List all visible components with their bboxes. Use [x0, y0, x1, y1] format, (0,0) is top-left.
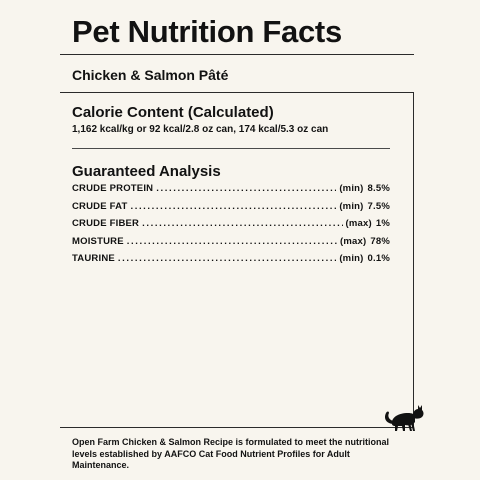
facts-panel-border	[60, 92, 414, 428]
nutrient-qualifier: (min)	[339, 253, 364, 265]
dot-leader	[127, 236, 337, 247]
title-divider	[60, 54, 414, 55]
dot-leader	[156, 183, 336, 194]
analysis-row-crude-fat: CRUDE FAT (min) 7.5%	[72, 201, 390, 219]
guaranteed-analysis-heading: Guaranteed Analysis	[72, 163, 221, 180]
analysis-row-crude-fiber: CRUDE FIBER (max) 1%	[72, 218, 390, 236]
dot-leader	[142, 218, 342, 229]
calorie-content-heading: Calorie Content (Calculated)	[72, 104, 274, 121]
page-title: Pet Nutrition Facts	[72, 14, 342, 49]
dot-leader	[130, 201, 336, 212]
analysis-row-taurine: TAURINE (min) 0.1%	[72, 253, 390, 271]
nutrient-qualifier: (max)	[345, 218, 372, 230]
nutrient-qualifier: (min)	[339, 200, 364, 212]
dot-leader	[118, 253, 336, 264]
nutrient-name: CRUDE FIBER	[72, 218, 140, 230]
calorie-content-text: 1,162 kcal/kg or 92 kcal/2.8 oz can, 174…	[72, 124, 329, 135]
nutrient-amount: 7.5%	[367, 200, 390, 212]
nutrient-amount: 78%	[370, 235, 390, 247]
nutrient-qualifier: (min)	[339, 183, 364, 194]
nutrient-name: CRUDE FAT	[72, 200, 128, 212]
nutrient-qualifier: (max)	[340, 235, 367, 247]
nutrient-amount: 0.1%	[367, 253, 390, 265]
nutrient-amount: 1%	[375, 218, 390, 230]
nutrient-amount: 8.5%	[367, 183, 390, 194]
aafco-statement: Open Farm Chicken & Salmon Recipe is for…	[72, 437, 390, 470]
nutrient-name: MOISTURE	[72, 235, 124, 247]
analysis-row-moisture: MOISTURE (max) 78%	[72, 236, 390, 254]
analysis-row-crude-protein: CRUDE PROTEIN (min) 8.5%	[72, 183, 390, 201]
section-divider	[72, 148, 390, 149]
cat-silhouette-icon	[384, 405, 424, 431]
guaranteed-analysis-list: CRUDE PROTEIN (min) 8.5% CRUDE FAT (min)…	[72, 183, 390, 271]
nutrient-name: TAURINE	[72, 253, 115, 265]
nutrient-name: CRUDE PROTEIN	[72, 183, 154, 194]
product-name: Chicken & Salmon Pâté	[72, 67, 229, 83]
